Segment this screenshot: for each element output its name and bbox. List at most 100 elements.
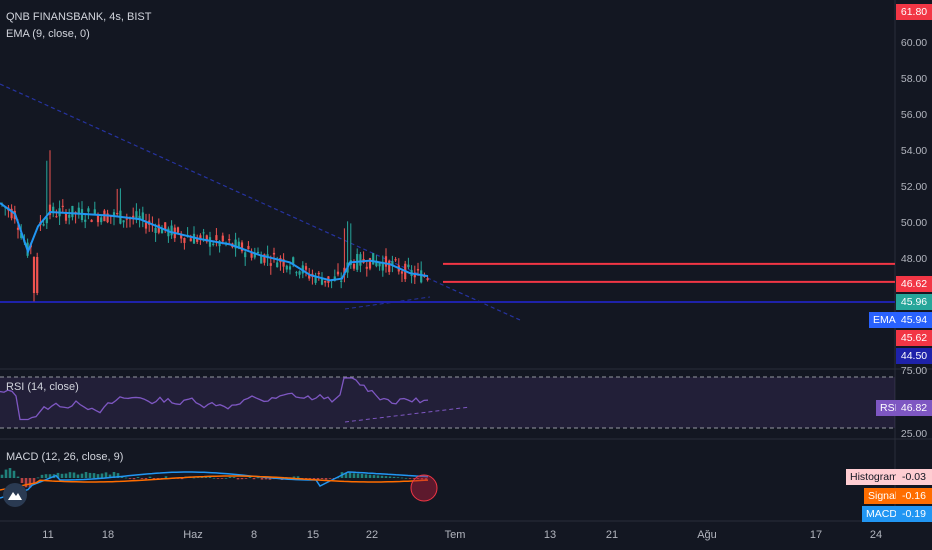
price-tick: 54.00 [900, 145, 928, 157]
macd-histogram-bar [244, 478, 248, 479]
candle-body [292, 257, 295, 264]
macd-highlight-circle [410, 474, 438, 502]
level-badge-46-62: 46.62 [896, 276, 932, 292]
candle-body [288, 266, 292, 270]
macd-histogram-bar [328, 478, 332, 479]
signal-value-badge: -0.16 [896, 488, 932, 504]
macd-histogram-bar [296, 476, 300, 478]
candle-body [324, 280, 327, 283]
candle-body [295, 272, 298, 274]
macd-histogram-bar [60, 473, 64, 478]
macd-histogram-bar [116, 473, 120, 478]
macd-histogram-bar [208, 476, 212, 478]
candle-body [391, 261, 394, 266]
candle-body [375, 260, 378, 267]
candle-body [420, 270, 423, 283]
macd-line [0, 471, 429, 499]
last-price-badge: 45.96 [896, 294, 932, 310]
candle-body [426, 278, 429, 281]
ema-tag: EMA [869, 312, 900, 328]
candle-body [304, 266, 308, 270]
macd-value-badge: -0.19 [896, 506, 932, 522]
candle-body [212, 243, 215, 246]
candle-body [189, 238, 192, 242]
macd-histogram-bar [392, 476, 396, 478]
candle-body [336, 271, 340, 275]
candle-body [333, 276, 336, 281]
macd-histogram-bar [344, 472, 348, 478]
candle-body [135, 211, 138, 220]
time-tick: 15 [306, 529, 320, 541]
time-tick: Tem [444, 529, 466, 541]
rsi-line [0, 377, 429, 421]
candle-body [218, 241, 221, 247]
candle-body [205, 235, 208, 242]
macd-histogram-bar [348, 472, 352, 478]
candle-body [263, 254, 266, 263]
price-tick: 60.00 [900, 37, 928, 49]
macd-histogram-bar [88, 472, 92, 478]
candle-body [282, 259, 285, 267]
macd-histogram-bar [140, 478, 144, 479]
candle-body [359, 254, 362, 266]
candle-body [256, 251, 260, 254]
macd-histogram-bar [92, 473, 96, 478]
candle-body [388, 260, 391, 272]
time-tick: Ağu [697, 529, 717, 541]
macd-histogram-bar [232, 477, 236, 478]
candle-body [160, 227, 164, 234]
candle-body [221, 235, 224, 242]
candle-body [116, 212, 119, 215]
candle-body [400, 271, 404, 274]
macd-histogram-bar [80, 473, 84, 478]
macd-histogram-bar [24, 478, 28, 488]
rsi-level-lower: 25.00 [900, 428, 928, 440]
macd-histogram-bar [364, 474, 368, 478]
macd-histogram-bar [408, 478, 412, 479]
ema-legend: EMA (9, close, 0) [6, 28, 90, 40]
time-tick: 11 [42, 529, 54, 541]
candle-body [100, 217, 103, 223]
macd-histogram-bar [44, 474, 48, 478]
candle-body [183, 238, 186, 243]
macd-histogram-bar [72, 472, 76, 478]
macd-histogram-bar [180, 478, 184, 480]
macd-histogram-bar [396, 477, 400, 479]
macd-histogram-bar [308, 478, 312, 479]
macd-histogram-bar [48, 474, 52, 478]
macd-histogram-bar [256, 477, 260, 479]
candle-body [285, 265, 288, 270]
candle-body [176, 227, 180, 233]
candle-body [20, 232, 23, 238]
macd-histogram-bar [388, 476, 392, 478]
macd-tag: MACD [862, 506, 901, 522]
time-tick: 13 [543, 529, 557, 541]
candle-body [253, 252, 256, 258]
candle-body [298, 271, 301, 275]
macd-histogram-bar [28, 478, 32, 488]
price-tick: 48.00 [900, 253, 928, 265]
candle-body [112, 212, 116, 217]
candle-body [77, 207, 80, 215]
macd-histogram-bar [112, 472, 116, 478]
symbol-title: QNB FINANSBANK, 4s, BIST [6, 11, 152, 23]
time-tick: 17 [809, 529, 823, 541]
macd-histogram-bar [320, 478, 324, 479]
macd-histogram-bar [136, 477, 140, 478]
candle-body [68, 214, 71, 218]
time-tick: 18 [101, 529, 115, 541]
macd-histogram-bar [416, 478, 420, 480]
macd-histogram-bar [324, 478, 328, 480]
tradingview-logo-icon[interactable] [3, 483, 27, 507]
candle-body [167, 228, 170, 237]
level-badge-61-80: 61.80 [896, 4, 932, 20]
macd-histogram-bar [236, 478, 240, 480]
candle-body [413, 272, 416, 278]
macd-histogram-bar [96, 474, 100, 478]
candle-body [52, 206, 55, 214]
time-tick: 21 [605, 529, 619, 541]
price-tick: 50.00 [900, 217, 928, 229]
macd-histogram-bar [124, 477, 128, 479]
candle-body [144, 222, 148, 229]
